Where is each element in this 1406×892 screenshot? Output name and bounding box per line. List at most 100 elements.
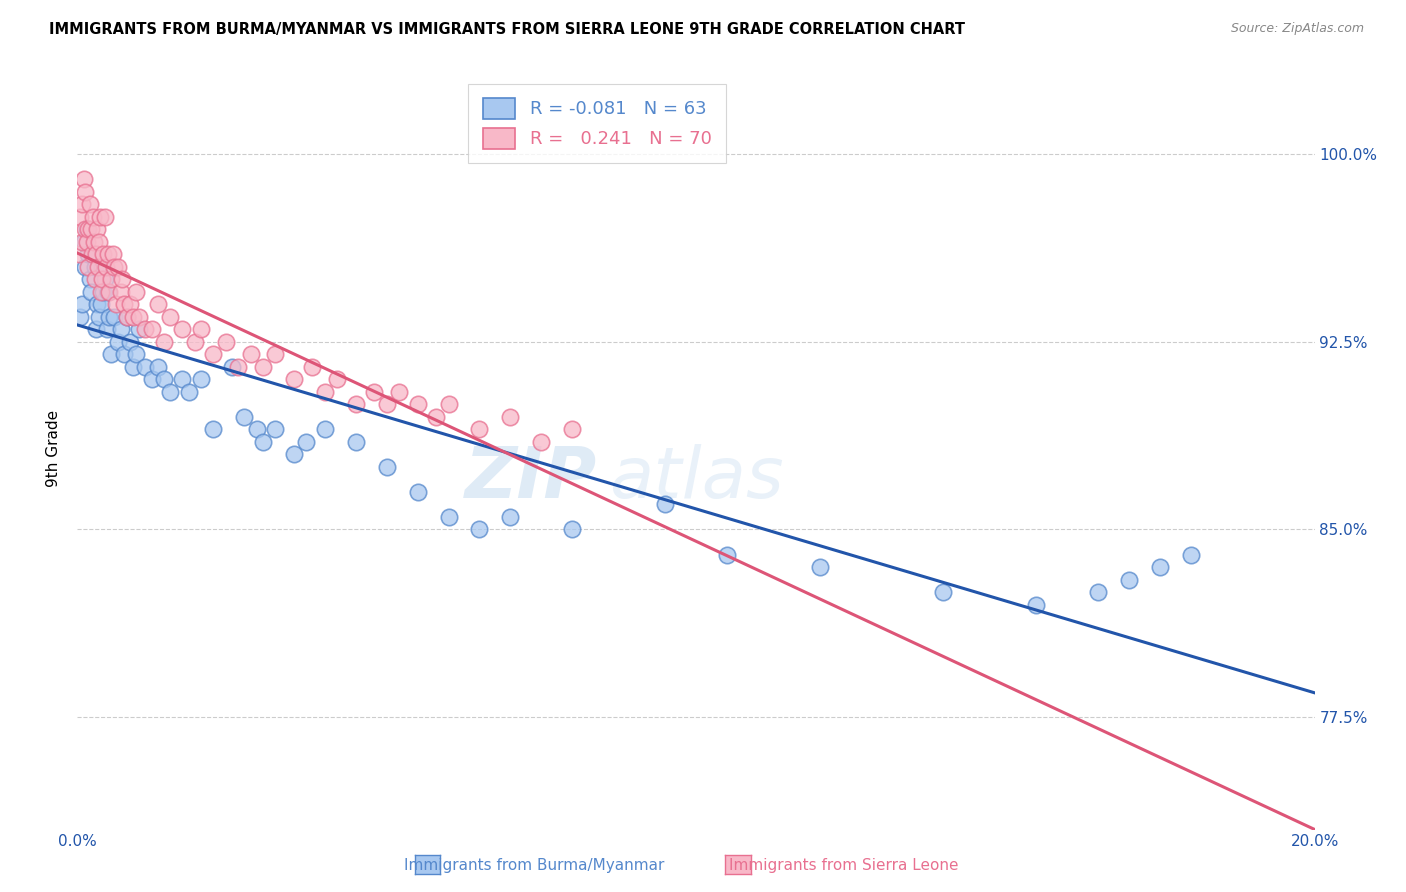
Point — [125, 347, 148, 361]
Point — [226, 359, 249, 374]
Point — [283, 372, 305, 386]
Point — [221, 359, 243, 374]
Point — [654, 498, 676, 512]
Point — [110, 285, 132, 299]
Point — [118, 334, 141, 349]
Point — [80, 285, 103, 299]
Point — [1118, 573, 1140, 587]
Point — [76, 235, 98, 249]
Point — [159, 384, 181, 399]
Point — [344, 434, 367, 449]
Point — [87, 310, 110, 324]
Point — [128, 310, 150, 324]
Point — [202, 347, 225, 361]
Point — [67, 247, 90, 261]
Point — [86, 222, 108, 236]
Point — [76, 222, 98, 236]
Point — [96, 322, 118, 336]
Point — [115, 310, 138, 324]
Point — [146, 359, 169, 374]
Text: ZIP: ZIP — [465, 444, 598, 513]
Point — [425, 409, 447, 424]
Point — [100, 272, 122, 286]
Y-axis label: 9th Grade: 9th Grade — [46, 409, 62, 487]
Text: IMMIGRANTS FROM BURMA/MYANMAR VS IMMIGRANTS FROM SIERRA LEONE 9TH GRADE CORRELAT: IMMIGRANTS FROM BURMA/MYANMAR VS IMMIGRA… — [49, 22, 965, 37]
Point — [75, 185, 97, 199]
Point — [101, 247, 124, 261]
Point — [808, 560, 831, 574]
Point — [239, 347, 262, 361]
Point — [91, 260, 114, 274]
Point — [110, 322, 132, 336]
Text: Source: ZipAtlas.com: Source: ZipAtlas.com — [1230, 22, 1364, 36]
Point — [375, 460, 398, 475]
Point — [153, 334, 176, 349]
Point — [716, 548, 738, 562]
Point — [73, 222, 96, 236]
Point — [202, 422, 225, 436]
Point — [86, 297, 108, 311]
Point — [83, 260, 105, 274]
Point — [252, 359, 274, 374]
Point — [141, 372, 163, 386]
Point — [89, 210, 111, 224]
Text: Immigrants from Sierra Leone: Immigrants from Sierra Leone — [728, 858, 959, 872]
Text: Immigrants from Burma/Myanmar: Immigrants from Burma/Myanmar — [404, 858, 665, 872]
Point — [190, 322, 212, 336]
Point — [134, 359, 156, 374]
Point — [406, 397, 429, 411]
Point — [437, 397, 460, 411]
Point — [76, 260, 98, 274]
Point — [314, 422, 336, 436]
Point — [115, 310, 138, 324]
Point — [70, 197, 93, 211]
Point — [1087, 585, 1109, 599]
Point — [177, 384, 200, 399]
Point — [97, 285, 120, 299]
Point — [72, 172, 94, 186]
Point — [1025, 598, 1047, 612]
Point — [406, 485, 429, 500]
Point — [98, 285, 121, 299]
Point — [79, 197, 101, 211]
Point — [530, 434, 553, 449]
Point — [94, 272, 117, 286]
Point — [87, 235, 110, 249]
Point — [87, 260, 110, 274]
Point — [103, 310, 125, 324]
Point — [388, 384, 411, 399]
Text: atlas: atlas — [609, 444, 785, 513]
Point — [77, 222, 100, 236]
Point — [233, 409, 256, 424]
Point — [172, 322, 194, 336]
Point — [94, 210, 117, 224]
Point — [112, 347, 135, 361]
Point — [264, 422, 287, 436]
Point — [283, 448, 305, 462]
Point — [437, 510, 460, 524]
Point — [314, 384, 336, 399]
Point — [79, 272, 101, 286]
Point — [72, 235, 94, 249]
Point — [107, 334, 129, 349]
Point — [153, 372, 176, 386]
Point — [1149, 560, 1171, 574]
Point — [83, 235, 105, 249]
Point — [77, 247, 100, 261]
Point — [118, 297, 141, 311]
Point — [246, 422, 269, 436]
Point — [468, 422, 491, 436]
Point — [1180, 548, 1202, 562]
Point — [932, 585, 955, 599]
Point — [344, 397, 367, 411]
Point — [468, 523, 491, 537]
Point — [90, 285, 112, 299]
Point — [172, 372, 194, 386]
Point — [252, 434, 274, 449]
Point — [561, 422, 583, 436]
Point — [128, 322, 150, 336]
Point — [91, 247, 114, 261]
Point — [499, 510, 522, 524]
Point — [499, 409, 522, 424]
Point — [84, 247, 107, 261]
